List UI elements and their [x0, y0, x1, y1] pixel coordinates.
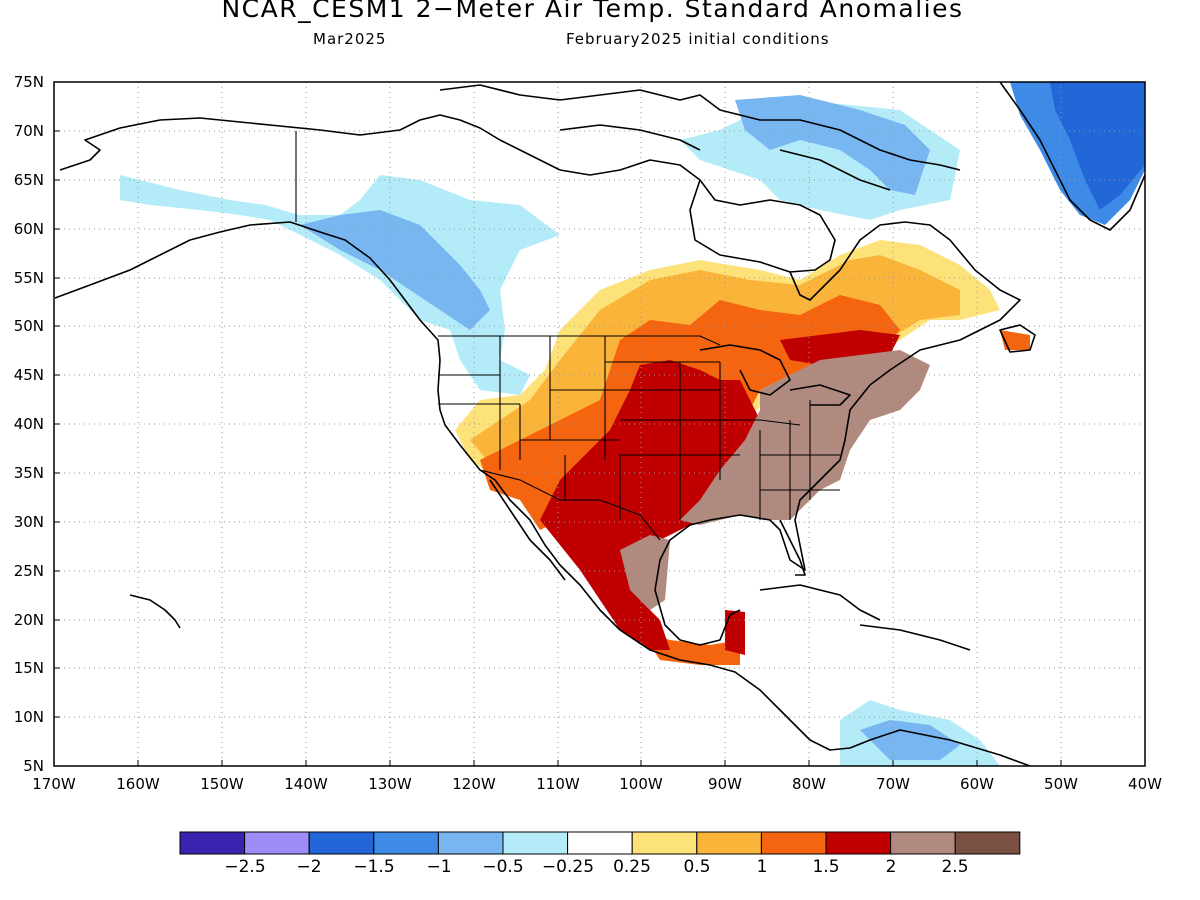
- lon-label: 70W: [876, 775, 910, 793]
- anomaly-region-warm-25: [680, 350, 930, 525]
- lon-label: 60W: [960, 775, 994, 793]
- legend-swatch: [179, 831, 246, 855]
- anomaly-region-alaska-cool: [120, 175, 560, 395]
- lon-label: 170W: [32, 775, 76, 793]
- legend-swatch: [308, 831, 375, 855]
- legend-label: 2.5: [941, 857, 969, 877]
- lat-label: 45N: [13, 366, 44, 384]
- lat-label: 75N: [13, 73, 44, 91]
- lon-label: 160W: [116, 775, 160, 793]
- legend-label: 2: [885, 857, 897, 877]
- lat-label: 70N: [13, 122, 44, 140]
- anomaly-region-bc-cooler: [300, 210, 490, 330]
- anomaly-region-warm-25-mexico: [620, 535, 670, 610]
- lat-label: 30N: [13, 513, 44, 531]
- anomaly-fields: [120, 82, 1145, 766]
- legend-label: −1: [426, 857, 452, 877]
- lon-label: 50W: [1044, 775, 1078, 793]
- lon-label: 150W: [200, 775, 244, 793]
- lon-label: 40W: [1128, 775, 1162, 793]
- legend-swatch: [437, 831, 504, 855]
- legend-label: −0.5: [482, 857, 524, 877]
- legend-label: 1.5: [812, 857, 840, 877]
- anomaly-region-greenland-core: [1050, 82, 1145, 210]
- lat-label: 65N: [13, 171, 44, 189]
- grid: [54, 82, 1145, 766]
- lat-label: 35N: [13, 464, 44, 482]
- lat-label: 20N: [13, 611, 44, 629]
- legend-swatch: [567, 831, 633, 855]
- lat-label: 60N: [13, 220, 44, 238]
- anomaly-region-warm-2-ca: [725, 610, 745, 655]
- lon-label: 110W: [536, 775, 580, 793]
- lat-label: 50N: [13, 317, 44, 335]
- legend-swatch: [696, 831, 762, 855]
- legend-swatch: [825, 831, 892, 855]
- lon-label: 130W: [368, 775, 412, 793]
- lat-ticks: [54, 81, 60, 767]
- valid-month-label: Mar2025: [313, 30, 387, 48]
- lon-label: 80W: [792, 775, 826, 793]
- legend-swatch: [760, 831, 827, 855]
- legend-label: −2: [296, 857, 322, 877]
- legend-label: −0.25: [541, 857, 595, 877]
- legend-swatch: [502, 831, 569, 855]
- map-title: NCAR_CESM1 2−Meter Air Temp. Standard An…: [221, 0, 964, 23]
- lat-label: 15N: [13, 659, 44, 677]
- political-boundaries: [295, 131, 840, 541]
- lat-label: 25N: [13, 562, 44, 580]
- lon-label: 140W: [284, 775, 328, 793]
- legend-label: 0.25: [613, 857, 651, 877]
- legend-label: −1.5: [353, 857, 395, 877]
- legend-swatch: [954, 831, 1021, 855]
- lon-label: 120W: [452, 775, 496, 793]
- legend-label: 1: [756, 857, 768, 877]
- lat-label: 10N: [13, 708, 44, 726]
- legend-swatch: [890, 831, 956, 855]
- lat-label: 5N: [23, 757, 44, 775]
- initial-conditions-label: February2025 initial conditions: [566, 30, 830, 48]
- lon-label: 100W: [619, 775, 663, 793]
- legend-swatch: [631, 831, 698, 855]
- lon-ticks: [53, 760, 1146, 766]
- lat-label: 55N: [13, 269, 44, 287]
- legend-swatch: [244, 831, 310, 855]
- coastlines: [54, 82, 1145, 766]
- legend-label: −2.5: [224, 857, 266, 877]
- anomaly-region-warm-2: [540, 360, 760, 650]
- lon-label: 90W: [708, 775, 742, 793]
- lat-label: 40N: [13, 415, 44, 433]
- legend-swatch: [373, 831, 439, 855]
- legend-label: 0.5: [683, 857, 711, 877]
- anomaly-region-sa-cooler: [860, 720, 960, 760]
